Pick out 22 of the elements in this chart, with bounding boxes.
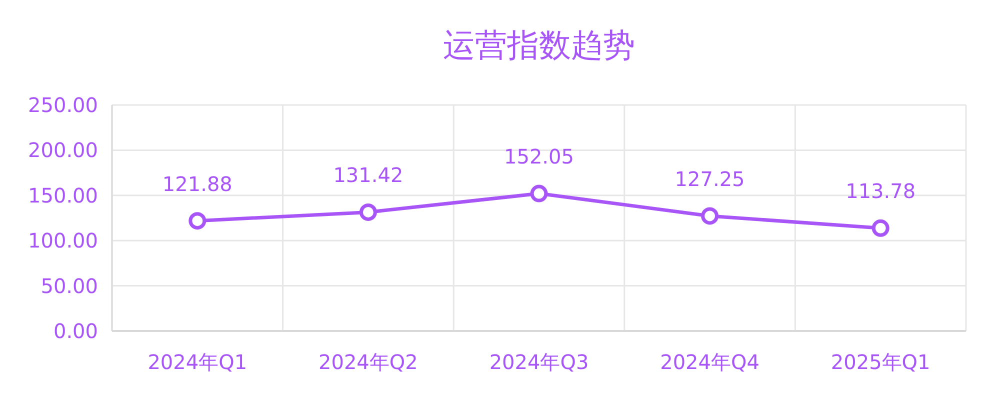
y-tick-label: 150.00 [28,183,98,208]
y-tick-label: 50.00 [40,274,98,298]
y-tick-label: 0.00 [53,319,98,343]
data-label: 152.05 [504,144,574,169]
y-tick-label: 250.00 [28,93,98,117]
x-tick-label: 2024年Q1 [148,350,248,374]
x-tick-label: 2024年Q2 [318,350,418,374]
data-label: 131.42 [333,163,404,188]
y-tick-label: 100.00 [28,228,98,253]
x-tick-label: 2025年Q1 [830,350,930,374]
data-label: 113.78 [846,179,916,204]
point [530,184,548,202]
data-label: 121.88 [162,172,232,196]
chart-title: 运营指数趋势 [443,26,635,64]
data-label: 127.25 [674,166,745,191]
y-tick-label: 200.00 [28,138,98,162]
x-tick-label: 2024年Q3 [489,350,589,374]
point [188,212,206,230]
point [701,207,719,225]
point [359,203,377,221]
x-tick-label: 2024年Q4 [660,350,760,374]
point [872,219,890,237]
